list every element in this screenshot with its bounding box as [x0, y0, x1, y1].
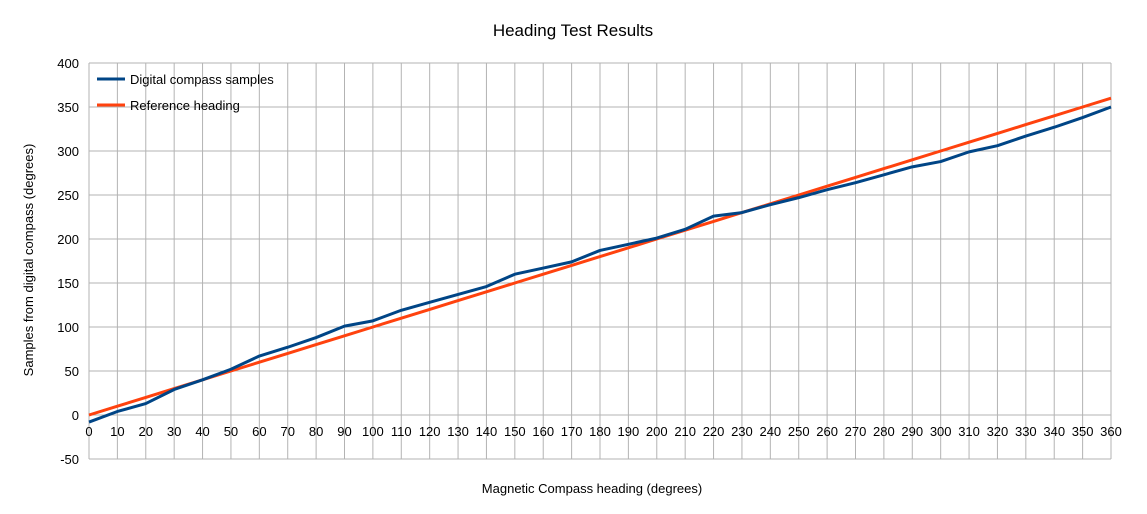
y-tick-label: 0	[72, 408, 79, 423]
y-tick-label: 300	[57, 144, 79, 159]
x-tick-label: 330	[1015, 424, 1037, 439]
x-tick-label: 360	[1100, 424, 1122, 439]
x-tick-label: 80	[309, 424, 323, 439]
x-tick-label: 10	[110, 424, 124, 439]
x-tick-label: 310	[958, 424, 980, 439]
x-tick-label: 250	[788, 424, 810, 439]
x-tick-label: 90	[337, 424, 351, 439]
y-tick-label: 150	[57, 276, 79, 291]
x-tick-label: 240	[759, 424, 781, 439]
y-axis: -50 0 50 100 150 200 250 300 350 400	[57, 56, 79, 467]
y-tick-label: 50	[65, 364, 79, 379]
x-tick-label: 290	[901, 424, 923, 439]
legend: Digital compass samples Reference heading	[97, 72, 274, 113]
legend-label: Digital compass samples	[130, 72, 274, 87]
x-tick-label: 340	[1043, 424, 1065, 439]
x-tick-label: 300	[930, 424, 952, 439]
y-axis-label: Samples from digital compass (degrees)	[21, 144, 36, 377]
x-tick-label: 320	[987, 424, 1009, 439]
y-tick-label: 350	[57, 100, 79, 115]
x-tick-label: 130	[447, 424, 469, 439]
x-axis-label: Magnetic Compass heading (degrees)	[482, 481, 702, 496]
y-tick-label: 250	[57, 188, 79, 203]
digital-compass-samples-line	[88, 105, 1112, 424]
x-tick-label: 70	[280, 424, 294, 439]
series-layer	[88, 96, 1112, 424]
x-tick-label: 170	[561, 424, 583, 439]
x-tick-label: 100	[362, 424, 384, 439]
x-tick-label: 30	[167, 424, 181, 439]
x-tick-label: 110	[391, 424, 412, 439]
grid	[88, 62, 1112, 460]
x-tick-label: 50	[224, 424, 238, 439]
x-tick-label: 260	[816, 424, 838, 439]
x-tick-label: 160	[532, 424, 554, 439]
x-tick-label: 0	[85, 424, 92, 439]
x-tick-label: 180	[589, 424, 611, 439]
x-tick-label: 220	[703, 424, 725, 439]
x-tick-label: 200	[646, 424, 668, 439]
x-tick-label: 270	[845, 424, 867, 439]
x-tick-label: 150	[504, 424, 526, 439]
x-tick-label: 190	[618, 424, 640, 439]
y-tick-label: -50	[60, 452, 79, 467]
x-tick-label: 280	[873, 424, 895, 439]
y-tick-label: 200	[57, 232, 79, 247]
y-tick-label: 400	[57, 56, 79, 71]
x-tick-label: 230	[731, 424, 753, 439]
x-tick-label: 350	[1072, 424, 1094, 439]
y-tick-label: 100	[57, 320, 79, 335]
x-tick-label: 20	[139, 424, 153, 439]
x-tick-label: 40	[195, 424, 209, 439]
x-axis: 0 10 20 30 40 50 60 70 80 90 100 110 120 130 140 150 160…	[85, 424, 1121, 439]
legend-label: Reference heading	[130, 98, 240, 113]
x-tick-label: 140	[476, 424, 498, 439]
x-tick-label: 60	[252, 424, 266, 439]
x-tick-label: 210	[674, 424, 696, 439]
reference-heading-line	[88, 96, 1112, 417]
chart-title: Heading Test Results	[493, 21, 653, 40]
x-tick-label: 120	[419, 424, 441, 439]
